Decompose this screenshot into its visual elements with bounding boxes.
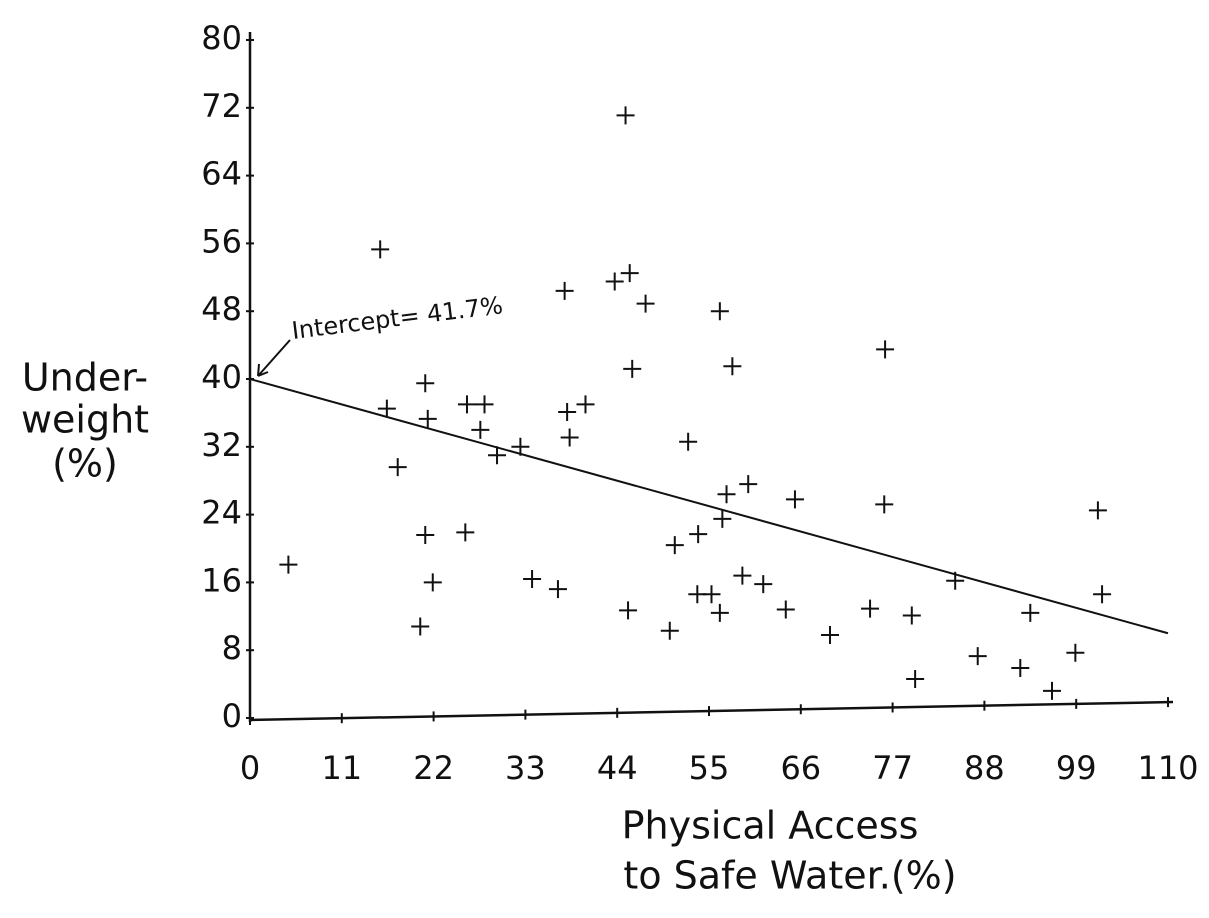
x-tick-label: 66 — [780, 749, 821, 787]
x-tick-label: 88 — [964, 749, 1005, 787]
point — [665, 536, 684, 555]
y-tick-label: 40 — [201, 358, 242, 396]
x-tick-label: 55 — [689, 749, 730, 787]
y-tick-label: 0 — [222, 697, 242, 735]
point — [636, 294, 655, 313]
point — [418, 409, 437, 428]
point — [623, 359, 642, 378]
point — [1011, 658, 1030, 677]
point — [456, 523, 475, 542]
point — [1088, 501, 1107, 520]
x-tick-label: 99 — [1056, 749, 1097, 787]
y-tick-label: 48 — [201, 290, 242, 328]
point — [377, 399, 396, 418]
point — [457, 395, 476, 414]
point — [560, 428, 579, 447]
x-tick-label: 11 — [321, 749, 362, 787]
x-tick-label: 77 — [872, 749, 913, 787]
point — [710, 302, 729, 321]
point — [423, 573, 442, 592]
y-tick-label: 80 — [201, 19, 242, 57]
y-label-line: Under- — [22, 356, 148, 400]
point — [733, 566, 752, 585]
point — [723, 357, 742, 376]
x-label-line: to Safe Water.(%) — [623, 854, 956, 898]
point — [1066, 643, 1085, 662]
point — [619, 601, 638, 620]
point — [488, 446, 507, 465]
x-label-line: Physical Access — [622, 804, 919, 848]
point — [875, 495, 894, 514]
trend-line — [249, 378, 1169, 635]
point — [689, 525, 708, 544]
point — [411, 617, 430, 636]
x-tick-label: 110 — [1137, 749, 1198, 787]
point — [821, 625, 840, 644]
point — [1043, 681, 1061, 700]
y-label-line: weight — [21, 398, 149, 442]
point — [710, 603, 729, 622]
point — [1093, 585, 1112, 604]
point — [558, 403, 577, 422]
point — [620, 264, 639, 283]
point — [416, 374, 435, 393]
x-tick-label: 22 — [413, 749, 454, 787]
y-tick-label: 8 — [222, 629, 242, 667]
point — [523, 570, 542, 589]
y-tick-label: 64 — [201, 155, 242, 193]
point — [605, 272, 624, 291]
point — [388, 458, 407, 477]
x-axis — [249, 700, 1174, 722]
point — [776, 600, 795, 619]
point — [616, 106, 635, 125]
y-tick-label: 56 — [201, 222, 242, 260]
point — [946, 571, 965, 590]
annotation: Intercept= 41.7% — [290, 291, 504, 345]
y-tick-label: 16 — [201, 561, 242, 599]
point — [968, 647, 987, 666]
point — [416, 525, 435, 544]
point — [660, 621, 679, 640]
point — [902, 606, 921, 625]
point — [906, 670, 925, 689]
annotation-arrow — [257, 339, 291, 377]
point — [548, 580, 567, 599]
y-tick-label: 32 — [201, 426, 242, 464]
y-label-line: (%) — [52, 442, 118, 486]
point — [876, 340, 895, 359]
point — [679, 432, 698, 451]
point — [555, 281, 574, 300]
point — [371, 240, 390, 259]
point — [576, 395, 595, 414]
point — [713, 509, 732, 528]
point — [471, 420, 490, 439]
y-tick-label: 24 — [201, 494, 242, 532]
point — [754, 575, 773, 594]
point — [717, 485, 736, 504]
point — [1021, 603, 1040, 622]
x-tick-label: 44 — [597, 749, 638, 787]
point — [739, 475, 758, 494]
y-tick-label: 72 — [201, 87, 242, 125]
x-tick-label: 33 — [505, 749, 546, 787]
point — [279, 555, 298, 574]
point — [785, 490, 804, 509]
point — [475, 395, 494, 414]
x-tick-label: 0 — [240, 749, 260, 787]
point — [702, 585, 721, 604]
point — [861, 599, 880, 618]
point — [511, 437, 530, 456]
